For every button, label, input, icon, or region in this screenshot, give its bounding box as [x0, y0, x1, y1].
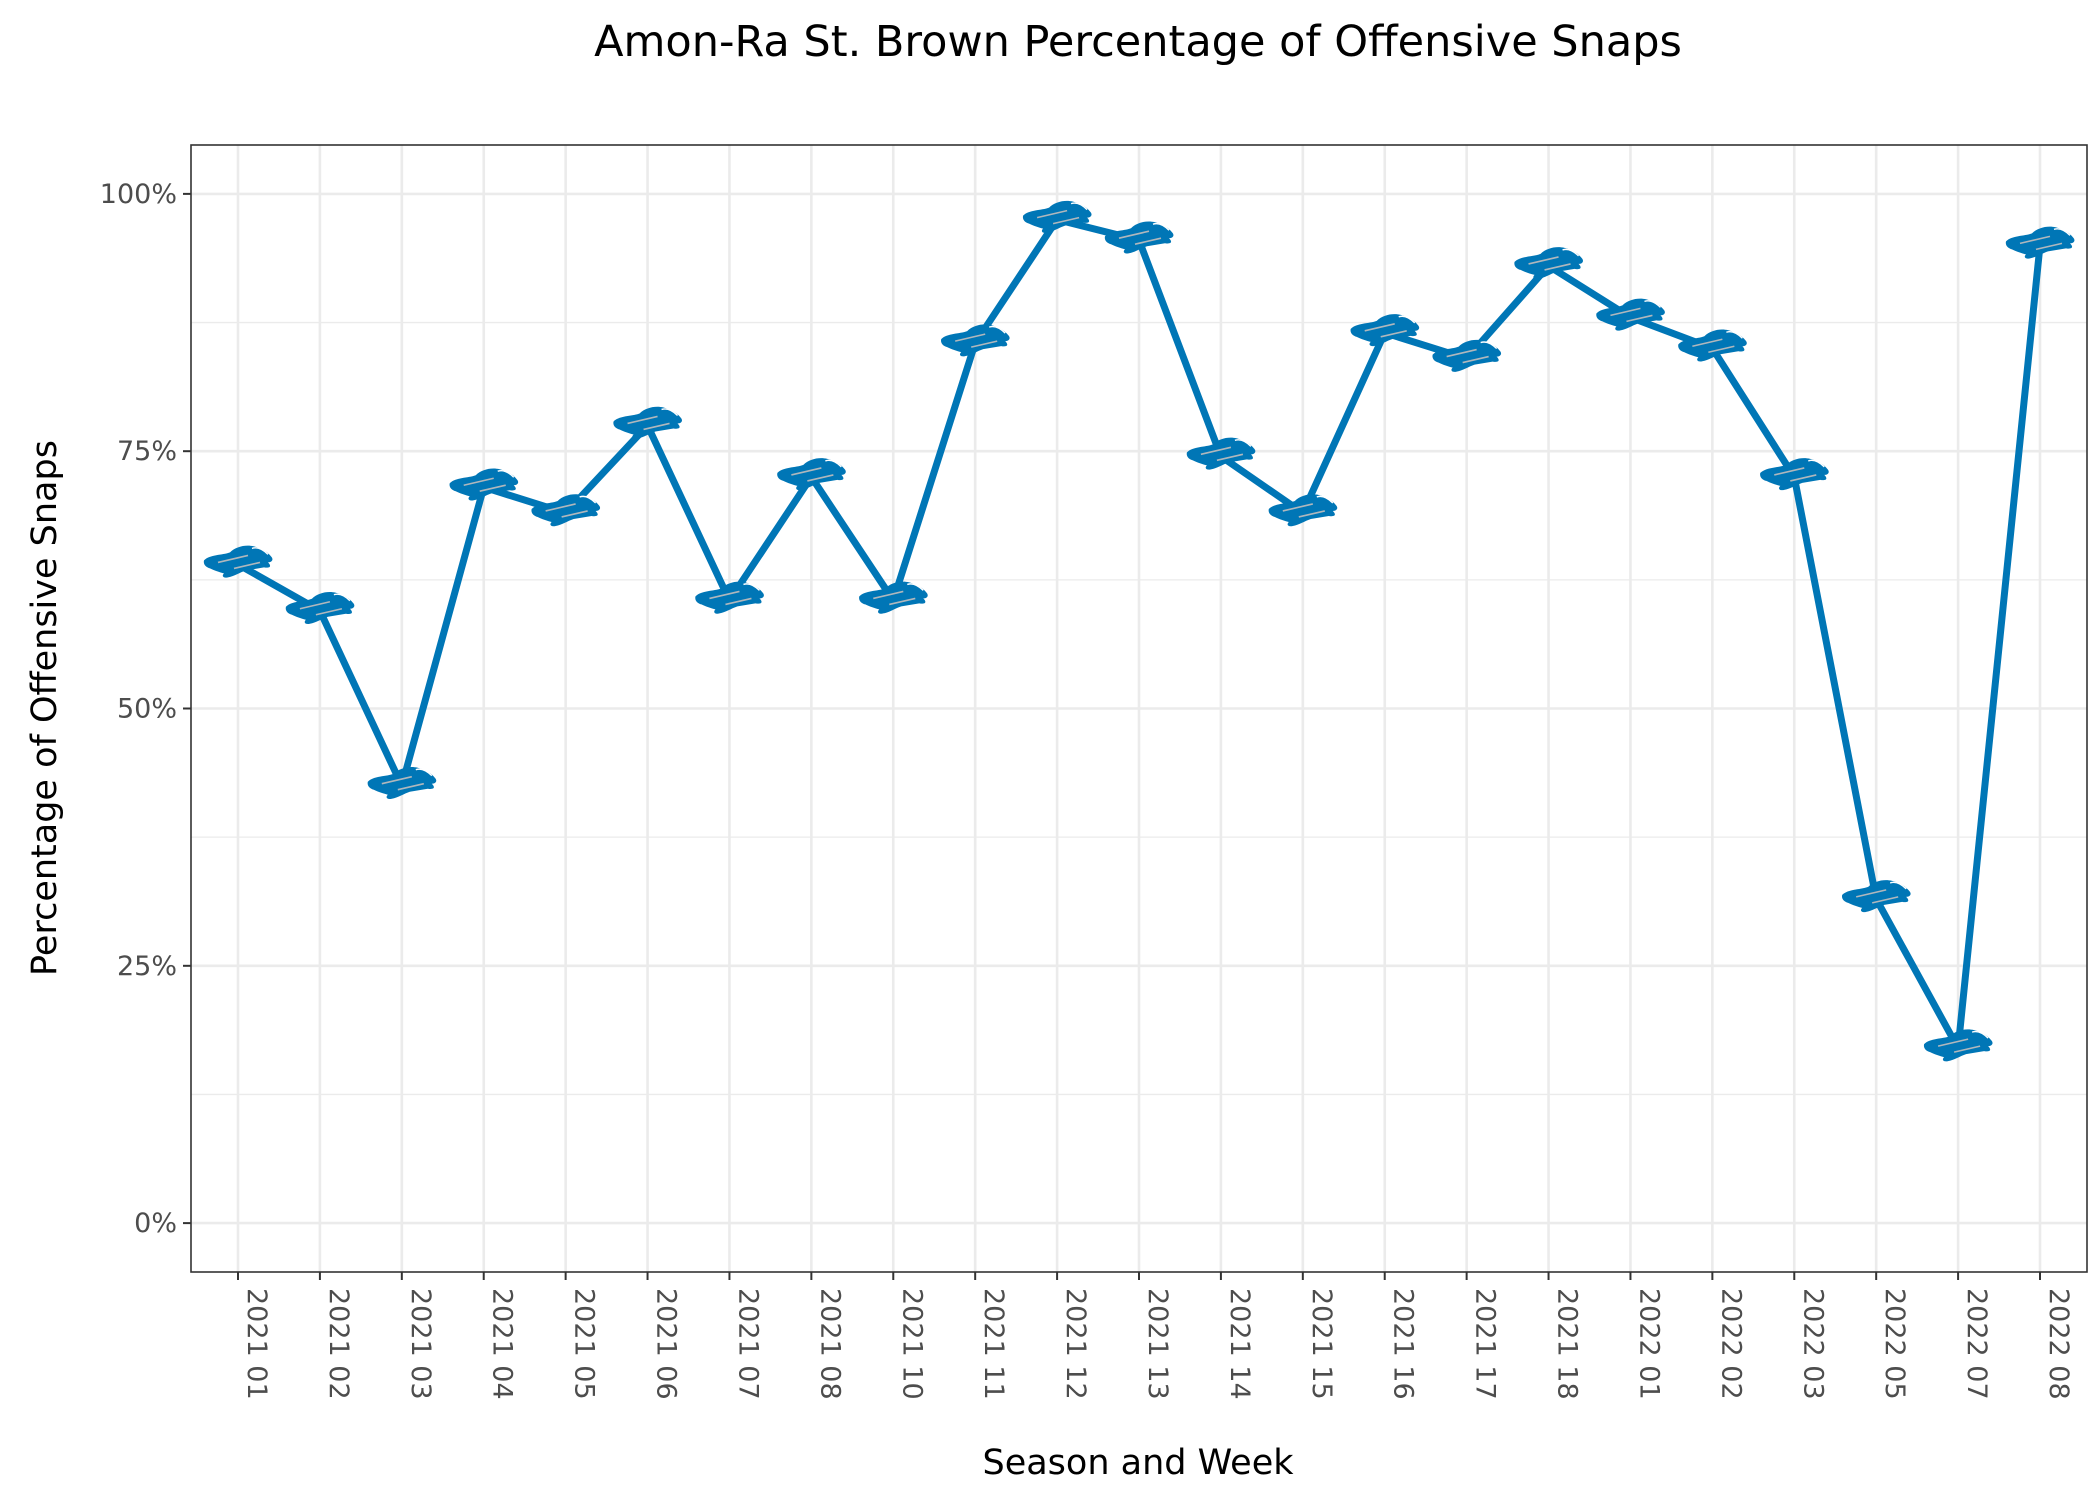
x-axis: 2021 01 2021 02 2021 03 2021 04 2021 05 2021 …: [237, 1272, 2074, 1400]
lion-logo-icon: [1596, 298, 1665, 331]
grid-layer: [191, 145, 2087, 1272]
y-tick-label: 100%: [100, 179, 177, 210]
lion-logo-icon: [203, 545, 273, 578]
x-tick-label: 2021 10: [896, 1288, 927, 1400]
x-tick-label: 2022 01: [1633, 1288, 1664, 1400]
x-tick-label: 2022 03: [1797, 1288, 1828, 1400]
lion-logo-icon: [1104, 221, 1174, 254]
y-tick-label: 50%: [117, 694, 177, 725]
lion-logo-icon: [1432, 339, 1502, 372]
x-tick-label: 2021 11: [978, 1288, 1009, 1400]
x-tick-label: 2021 15: [1306, 1288, 1337, 1400]
chart-title: Amon-Ra St. Brown Percentage of Offensiv…: [594, 17, 1682, 67]
x-tick-label: 2021 08: [814, 1288, 845, 1400]
lion-logo-icon: [1268, 494, 1338, 527]
lion-logo-icon: [367, 766, 437, 799]
x-tick-label: 2021 06: [651, 1288, 682, 1400]
lion-logo-icon: [2005, 226, 2075, 259]
x-tick-label: 2021 14: [1224, 1288, 1255, 1400]
y-tick-label: 0%: [134, 1208, 177, 1239]
lion-logo-icon: [1514, 247, 1583, 280]
x-tick-label: 2021 04: [487, 1288, 518, 1400]
lion-logo-icon: [1678, 329, 1747, 362]
x-tick-label: 2021 05: [569, 1288, 600, 1400]
lion-logo-icon: [613, 406, 682, 439]
x-tick-label: 2021 17: [1470, 1288, 1501, 1400]
lion-logo-icon: [1350, 314, 1420, 347]
lion-logo-icon: [1186, 437, 1256, 470]
lion-logo-icon: [449, 468, 519, 501]
y-axis: 0% 25% 50% 75% 100%: [100, 179, 191, 1239]
lion-logo-icon: [1760, 458, 1829, 491]
marker-layer: [203, 200, 2075, 1062]
lion-logo-icon: [859, 581, 928, 614]
x-tick-label: 2022 08: [2043, 1288, 2074, 1400]
lion-logo-icon: [531, 494, 601, 527]
lion-logo-icon: [285, 591, 355, 624]
x-tick-label: 2021 13: [1142, 1288, 1173, 1400]
x-tick-label: 2021 18: [1552, 1288, 1583, 1400]
x-tick-label: 2021 16: [1388, 1288, 1419, 1400]
x-axis-title: Season and Week: [982, 1443, 1294, 1483]
lion-logo-icon: [940, 324, 1010, 357]
plot-panel: [190, 144, 2088, 1273]
x-tick-label: 2021 01: [241, 1288, 272, 1400]
lion-logo-icon: [695, 581, 764, 614]
x-tick-label: 2021 02: [323, 1288, 354, 1400]
lion-logo-icon: [1923, 1029, 1993, 1062]
x-tick-label: 2022 05: [1879, 1288, 1910, 1400]
lion-logo-icon: [777, 458, 846, 491]
lion-logo-icon: [1841, 880, 1911, 913]
x-tick-label: 2022 07: [1961, 1288, 1992, 1400]
x-tick-label: 2021 03: [405, 1288, 436, 1400]
x-tick-label: 2021 12: [1060, 1288, 1091, 1400]
x-tick-label: 2022 02: [1715, 1288, 1746, 1400]
y-axis-title: Percentage of Offensive Snaps: [25, 440, 65, 976]
y-tick-label: 75%: [117, 436, 177, 467]
x-tick-label: 2021 07: [732, 1288, 763, 1400]
lion-logo-icon: [1022, 200, 1092, 233]
y-tick-label: 25%: [117, 951, 177, 982]
